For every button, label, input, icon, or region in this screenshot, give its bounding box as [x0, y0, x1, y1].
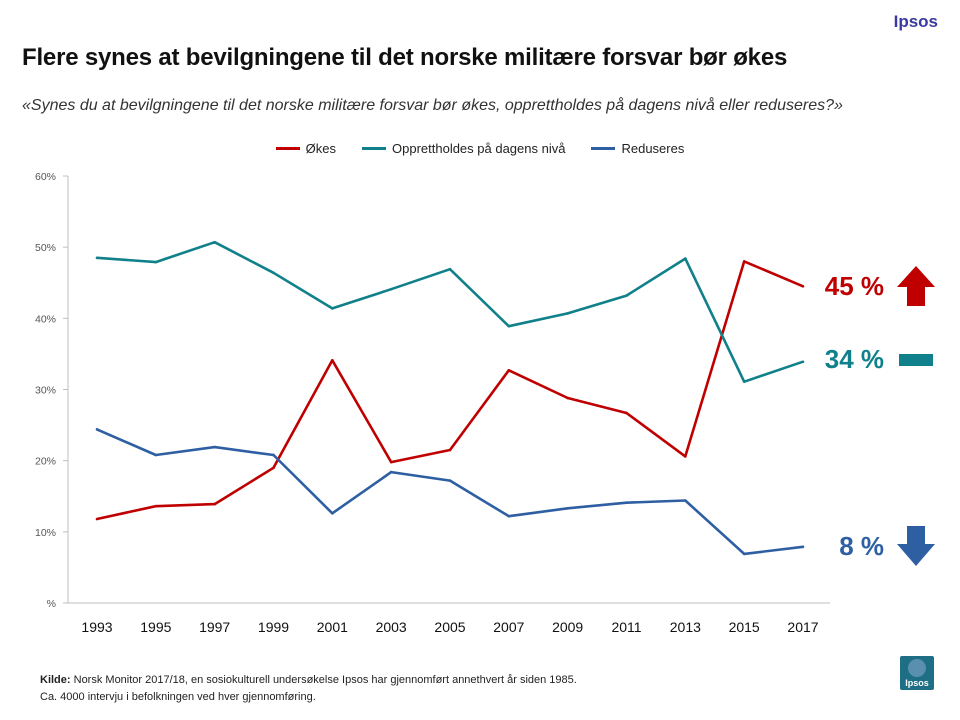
y-tick-label: 20%	[35, 456, 56, 468]
x-tick-label: 1997	[199, 619, 230, 635]
data-point	[213, 502, 216, 506]
data-point	[742, 380, 746, 383]
data-point	[625, 501, 628, 504]
end-label-1: 34 %	[825, 344, 884, 374]
x-tick-label: 2017	[787, 619, 818, 635]
series-line-1	[96, 240, 804, 384]
source-text: Norsk Monitor 2017/18, en sosiokulturell…	[70, 674, 577, 686]
data-point	[566, 312, 569, 315]
line-chart: % 10% 20% 30% 40% 50% 60% 1993 1995 1997 1999 2001 2…	[35, 171, 935, 635]
y-tick-label: %	[47, 598, 56, 610]
x-tick-label: 2013	[670, 619, 701, 635]
x-tick-label: 2015	[729, 619, 760, 635]
data-point	[448, 448, 452, 452]
x-tick-label: 2009	[552, 619, 583, 635]
source-note: Kilde: Norsk Monitor 2017/18, en sosioku…	[40, 672, 577, 706]
data-point	[272, 453, 275, 457]
data-point	[154, 504, 158, 508]
x-tick-label: 2005	[434, 619, 465, 635]
data-point	[742, 260, 746, 263]
down-arrow-icon	[897, 526, 935, 566]
data-point	[95, 517, 99, 521]
data-point	[507, 514, 511, 518]
x-tick-label: 1993	[81, 619, 112, 635]
legend-item-okes: Økes	[275, 141, 336, 156]
data-point	[154, 453, 158, 457]
data-point	[272, 466, 275, 470]
data-point	[95, 428, 99, 431]
data-point	[389, 470, 393, 474]
data-point	[95, 256, 99, 260]
data-point	[566, 507, 569, 510]
x-tick-label: 2007	[493, 619, 524, 635]
data-point	[213, 445, 216, 449]
y-tick-label: 50%	[35, 242, 56, 254]
data-point	[389, 287, 393, 291]
legend-label-okes: Økes	[305, 141, 336, 156]
x-tick-label: 2003	[376, 619, 407, 635]
x-tick-label: 2011	[611, 619, 641, 635]
end-label-2: 8 %	[839, 531, 884, 561]
flat-bar-icon	[899, 354, 933, 366]
data-point	[389, 460, 393, 464]
data-point	[625, 411, 628, 415]
legend: Økes Opprettholdes på dagens nivå Reduse…	[0, 141, 960, 156]
legend-swatch-okes	[275, 147, 300, 150]
data-point	[448, 267, 452, 271]
x-tick-label: 1999	[258, 619, 289, 635]
y-tick-label: 10%	[35, 527, 56, 539]
data-point	[331, 359, 334, 362]
brand-logo-text: Ipsos	[893, 12, 938, 31]
data-point	[331, 307, 334, 310]
data-point	[625, 294, 628, 297]
legend-item-opprettholdes: Opprettholdes på dagens nivå	[362, 141, 565, 156]
chart-subtitle: «Synes du at bevilgningene til det norsk…	[22, 97, 843, 114]
legend-item-reduseres: Reduseres	[591, 141, 684, 156]
data-point	[154, 260, 158, 264]
x-tick-label: 2001	[317, 619, 348, 635]
ipsos-logo-icon: Ipsos	[900, 656, 934, 690]
up-arrow-icon	[897, 266, 935, 306]
data-point	[331, 512, 334, 515]
data-point	[801, 545, 805, 549]
x-tick-label: 1995	[140, 619, 171, 635]
data-point	[507, 368, 511, 372]
chart-title: Flere synes at bevilgningene til det nor…	[22, 44, 788, 71]
data-point	[684, 257, 687, 260]
legend-swatch-reduseres	[591, 147, 616, 150]
data-point	[507, 324, 511, 328]
legend-label-reduseres: Reduseres	[621, 141, 685, 156]
data-point	[272, 271, 275, 275]
y-tick-label: 60%	[35, 171, 56, 183]
logo-text: Ipsos	[905, 678, 929, 688]
source-note-line2: Ca. 4000 intervju i befolkningen ved hve…	[40, 691, 316, 703]
data-point	[801, 360, 805, 364]
legend-swatch-opprettholdes	[362, 147, 386, 150]
end-label-0: 45 %	[825, 271, 884, 301]
data-point	[213, 240, 216, 244]
data-point	[742, 552, 746, 556]
y-tick-label: 40%	[35, 313, 56, 325]
data-point	[801, 285, 805, 288]
data-point	[566, 396, 569, 400]
y-tick-label: 30%	[35, 385, 56, 397]
data-point	[448, 479, 452, 482]
data-point	[684, 455, 687, 458]
source-label: Kilde:	[40, 674, 71, 686]
legend-label-opprettholdes: Opprettholdes på dagens nivå	[392, 141, 566, 156]
data-point	[684, 499, 687, 502]
